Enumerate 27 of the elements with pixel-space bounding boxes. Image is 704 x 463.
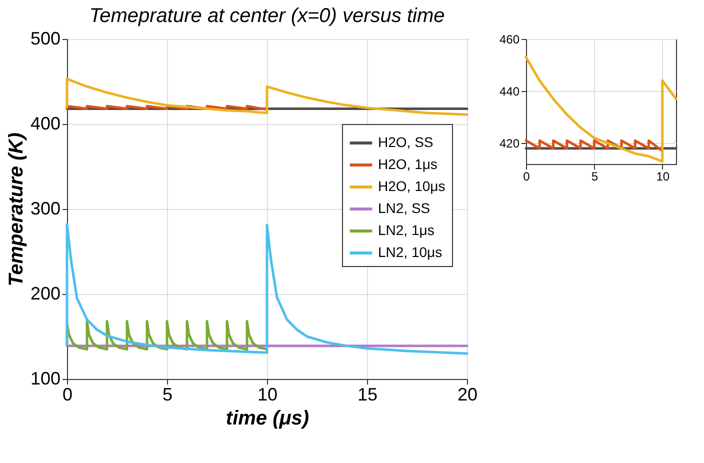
y-tick-label: 500 <box>30 28 60 48</box>
y-tick-label: 100 <box>30 368 60 388</box>
y-axis-title: Temperature (K) <box>5 132 28 286</box>
x-tick-label: 20 <box>457 384 478 404</box>
y-tick-label: 440 <box>499 84 520 99</box>
x-tick-label: 10 <box>656 170 670 184</box>
y-tick-label: 420 <box>499 136 520 151</box>
x-tick-label: 10 <box>257 384 278 404</box>
y-tick-label: 200 <box>30 284 60 304</box>
line-series <box>66 78 468 116</box>
legend-label: LN2, SS <box>378 200 430 216</box>
legend-label: H2O, SS <box>378 134 434 150</box>
x-axis-title: time (μs) <box>226 408 310 430</box>
line-series <box>66 223 468 355</box>
legend-label: H2O, 1μs <box>378 156 438 172</box>
y-tick-label: 460 <box>499 32 520 46</box>
x-tick-label: 15 <box>357 384 378 404</box>
x-tick-label: 0 <box>523 170 530 184</box>
chart-title: Temeprature at center (x=0) versus time <box>89 5 445 27</box>
x-tick-label: 5 <box>591 170 598 184</box>
legend-label: LN2, 1μs <box>378 222 434 238</box>
y-tick-label: 400 <box>30 114 60 134</box>
y-tick-label: 300 <box>30 198 60 218</box>
x-tick-label: 0 <box>62 384 73 404</box>
legend-label: LN2, 10μs <box>378 244 442 260</box>
x-tick-label: 5 <box>162 384 173 404</box>
legend-label: H2O, 10μs <box>378 178 446 194</box>
